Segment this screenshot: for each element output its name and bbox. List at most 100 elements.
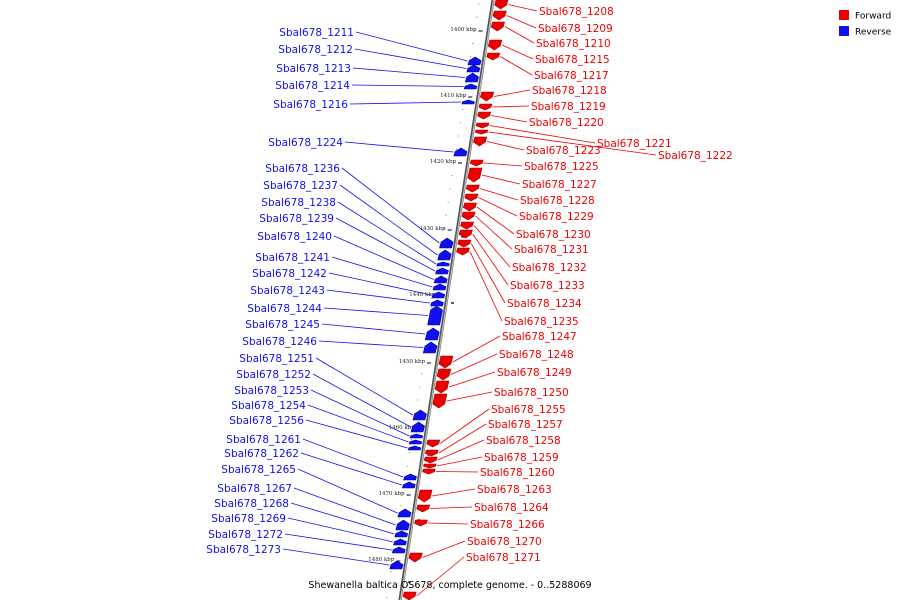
forward-gene-label[interactable]: Sbal678_1258 [486,435,561,447]
forward-gene-label[interactable]: Sbal678_1215 [535,54,610,66]
forward-gene-label[interactable]: Sbal678_1260 [480,467,555,479]
forward-gene-label[interactable]: Sbal678_1231 [514,244,589,256]
reverse-gene-label[interactable]: Sbal678_1272 [208,529,283,541]
forward-gene-arrow-13[interactable] [465,184,480,193]
forward-gene-label[interactable]: Sbal678_1222 [658,150,733,162]
reverse-gene-arrow-13[interactable] [430,299,444,307]
reverse-gene-arrow-24[interactable] [397,508,412,518]
forward-gene-label[interactable]: Sbal678_1232 [512,262,587,274]
reverse-gene-label[interactable]: Sbal678_1246 [242,336,317,348]
forward-gene-arrow-7[interactable] [477,111,492,120]
reverse-gene-label[interactable]: Sbal678_1213 [276,63,351,75]
forward-gene-label[interactable]: Sbal678_1235 [504,316,579,328]
forward-gene-label[interactable]: Sbal678_1210 [536,38,611,50]
forward-gene-arrow-9[interactable] [474,129,489,135]
forward-gene-arrow-1[interactable] [492,10,507,21]
reverse-gene-label[interactable]: Sbal678_1245 [245,319,320,331]
forward-gene-arrow-30[interactable] [417,489,433,503]
forward-gene-label[interactable]: Sbal678_1264 [474,502,549,514]
forward-gene-arrow-25[interactable] [426,439,441,448]
forward-gene-arrow-34[interactable] [402,591,417,600]
reverse-gene-label[interactable]: Sbal678_1243 [250,285,325,297]
reverse-gene-label[interactable]: Sbal678_1262 [224,448,299,460]
forward-gene-label[interactable]: Sbal678_1229 [519,211,594,223]
forward-gene-label[interactable]: Sbal678_1209 [538,23,613,35]
forward-gene-label[interactable]: Sbal678_1223 [526,145,601,157]
forward-gene-label[interactable]: Sbal678_1263 [477,484,552,496]
forward-gene-arrow-15[interactable] [462,202,477,212]
reverse-gene-arrow-1[interactable] [466,64,481,73]
reverse-gene-label[interactable]: Sbal678_1241 [255,252,330,264]
reverse-gene-arrow-14[interactable] [427,305,443,326]
forward-gene-label[interactable]: Sbal678_1257 [488,419,563,431]
reverse-gene-arrow-8[interactable] [436,261,450,267]
forward-gene-arrow-21[interactable] [438,355,454,369]
forward-gene-arrow-2[interactable] [490,21,505,32]
reverse-gene-arrow-16[interactable] [422,341,438,354]
reverse-gene-arrow-10[interactable] [433,275,448,284]
reverse-gene-label[interactable]: Sbal678_1261 [226,434,301,446]
forward-gene-label[interactable]: Sbal678_1230 [516,229,591,241]
forward-gene-arrow-28[interactable] [423,463,437,469]
forward-gene-label[interactable]: Sbal678_1270 [467,536,542,548]
reverse-gene-label[interactable]: Sbal678_1268 [214,498,289,510]
reverse-gene-arrow-7[interactable] [437,249,452,261]
forward-gene-arrow-3[interactable] [487,39,503,51]
forward-gene-arrow-12[interactable] [467,167,483,183]
reverse-gene-arrow-3[interactable] [463,83,478,90]
forward-gene-arrow-31[interactable] [416,504,431,513]
reverse-gene-label[interactable]: Sbal678_1254 [231,400,306,412]
forward-gene-arrow-33[interactable] [408,552,423,563]
reverse-gene-label[interactable]: Sbal678_1239 [259,213,334,225]
reverse-gene-label[interactable]: Sbal678_1240 [257,231,332,243]
reverse-gene-arrow-4[interactable] [461,99,475,105]
reverse-gene-arrow-12[interactable] [431,291,446,299]
reverse-gene-arrow-9[interactable] [435,267,449,275]
reverse-gene-label[interactable]: Sbal678_1244 [247,303,322,315]
reverse-gene-arrow-15[interactable] [424,327,440,341]
forward-gene-arrow-26[interactable] [424,449,439,457]
reverse-gene-label[interactable]: Sbal678_1273 [206,544,281,556]
reverse-gene-arrow-19[interactable] [409,433,424,439]
forward-gene-arrow-23[interactable] [434,380,450,394]
forward-gene-arrow-32[interactable] [414,519,428,527]
reverse-gene-arrow-17[interactable] [412,409,427,421]
forward-gene-label[interactable]: Sbal678_1228 [520,195,595,207]
reverse-gene-label[interactable]: Sbal678_1267 [217,483,292,495]
forward-gene-label[interactable]: Sbal678_1271 [466,552,541,564]
reverse-gene-arrow-23[interactable] [401,481,416,489]
forward-gene-arrow-22[interactable] [436,368,452,381]
forward-gene-arrow-8[interactable] [475,122,490,129]
forward-gene-label[interactable]: Sbal678_1220 [529,117,604,129]
forward-gene-label[interactable]: Sbal678_1221 [597,138,672,150]
forward-gene-arrow-4[interactable] [486,52,501,61]
reverse-gene-arrow-11[interactable] [432,283,447,291]
reverse-gene-label[interactable]: Sbal678_1212 [278,44,353,56]
forward-gene-arrow-11[interactable] [469,159,484,167]
forward-gene-arrow-18[interactable] [458,229,473,239]
forward-gene-label[interactable]: Sbal678_1218 [532,85,607,97]
forward-gene-label[interactable]: Sbal678_1234 [507,298,582,310]
reverse-gene-label[interactable]: Sbal678_1214 [275,80,350,92]
forward-gene-arrow-10[interactable] [473,136,488,147]
reverse-gene-arrow-29[interactable] [389,560,404,570]
forward-gene-arrow-17[interactable] [460,221,474,230]
forward-gene-label[interactable]: Sbal678_1259 [484,452,559,464]
reverse-gene-arrow-20[interactable] [408,439,423,445]
forward-gene-arrow-6[interactable] [478,103,493,111]
reverse-gene-arrow-25[interactable] [395,519,410,531]
reverse-gene-label[interactable]: Sbal678_1224 [268,137,343,149]
reverse-gene-label[interactable]: Sbal678_1211 [279,27,354,39]
forward-gene-label[interactable]: Sbal678_1208 [539,6,614,18]
reverse-gene-label[interactable]: Sbal678_1253 [234,385,309,397]
forward-gene-label[interactable]: Sbal678_1249 [497,367,572,379]
forward-gene-arrow-19[interactable] [457,239,472,248]
reverse-gene-arrow-21[interactable] [407,445,422,451]
forward-gene-arrow-0[interactable] [494,0,509,10]
forward-gene-label[interactable]: Sbal678_1255 [491,404,566,416]
forward-gene-label[interactable]: Sbal678_1266 [470,519,545,531]
forward-gene-arrow-5[interactable] [479,91,495,102]
reverse-gene-arrow-28[interactable] [391,546,406,554]
reverse-gene-label[interactable]: Sbal678_1236 [265,163,340,175]
forward-gene-arrow-20[interactable] [456,247,470,256]
